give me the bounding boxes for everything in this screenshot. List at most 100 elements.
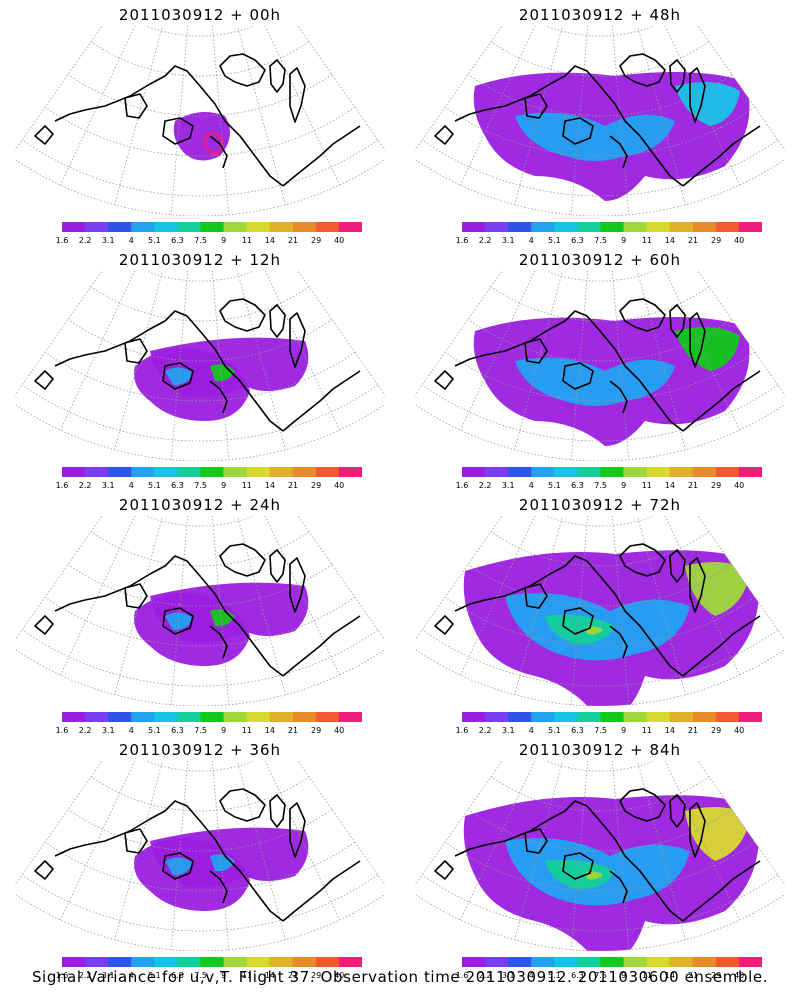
coastline (219, 53, 266, 87)
latitude-line (44, 841, 356, 892)
colorbar-tick-label: 7.5 (194, 971, 207, 980)
coastline (54, 65, 284, 187)
coastline (434, 615, 454, 635)
colorbar-swatch (85, 222, 109, 232)
coastline (209, 380, 228, 414)
colorbar-tick-label: 21 (687, 726, 699, 735)
colorbar-swatch (131, 222, 155, 232)
colorbar-tick-label: 1.6 (455, 971, 469, 980)
colorbar-swatch (485, 957, 509, 967)
colorbar-swatch (292, 957, 317, 967)
longitude-line (237, 26, 286, 205)
coastline (219, 298, 266, 332)
colorbar-tick-label: 9 (221, 726, 227, 735)
colorbar-tick-label: 2.2 (478, 726, 492, 735)
coastline (289, 557, 306, 613)
colorbar-tick-label: 9 (221, 481, 227, 490)
coastline (34, 615, 54, 635)
latitude-line (545, 271, 655, 282)
colorbar-tick-label: 29 (711, 236, 722, 245)
latitude-line (145, 26, 255, 37)
colorbar-swatch (485, 222, 509, 232)
colorbar-swatch (315, 222, 340, 232)
colorbar-swatch (246, 957, 271, 967)
colorbar-tick-label: 1.6 (55, 236, 69, 245)
colorbar-swatch (246, 712, 271, 722)
colorbar-tick-label: 29 (311, 236, 322, 245)
longitude-line (611, 761, 630, 950)
latitude-line (145, 271, 255, 282)
coastline (124, 583, 148, 609)
colorbar-tick-label: 9 (621, 971, 627, 980)
coastline (434, 125, 454, 145)
coastline (454, 310, 684, 432)
colorbar-swatch (131, 957, 155, 967)
colorbar-swatch (508, 222, 532, 232)
coastline (124, 828, 148, 854)
longitude-line (264, 761, 340, 921)
colorbar-swatch (269, 222, 294, 232)
coastline (34, 370, 54, 390)
colorbar-tick-label: 7.5 (594, 236, 607, 245)
coastline (454, 555, 684, 677)
colorbar-swatch (531, 957, 555, 967)
colorbar-tick-label: 6.3 (571, 971, 584, 980)
colorbar-swatch (577, 712, 601, 722)
colorbar-tick-label: 21 (287, 726, 299, 735)
colorbar-swatch (131, 712, 155, 722)
colorbar-swatch (485, 712, 509, 722)
variance-contour (515, 357, 675, 406)
longitude-line (664, 271, 740, 431)
colorbar-swatch (85, 712, 109, 722)
latitude-line (467, 319, 733, 362)
latitude-line (545, 516, 655, 527)
colorbar-swatch (669, 957, 694, 967)
colorbar-labels: 1.6 2.2 3.1 4 5.1 6.3 7.5 9 11 14 21 29 40 (55, 236, 367, 246)
longitude-line (211, 516, 230, 705)
colorbar-swatch (62, 467, 86, 477)
colorbar-swatch (508, 712, 532, 722)
panel-title: 2011030912 + 60h (518, 251, 682, 269)
coastline (269, 304, 286, 338)
coastline (54, 555, 284, 677)
colorbar-swatch (554, 712, 578, 722)
colorbar-swatch (246, 222, 271, 232)
colorbar-swatch (315, 712, 340, 722)
colorbar-swatch (462, 957, 486, 967)
polar-map (415, 26, 785, 216)
longitude-line (697, 26, 785, 151)
forecast-panel: 2011030912 + 72h 1.6 2.2 3.1 4 5.1 6.3 7.5 9 11 14… (400, 490, 800, 735)
colorbar-swatch (623, 957, 648, 967)
latitude-line (21, 629, 379, 687)
coastline (269, 549, 286, 583)
colorbar-swatch (508, 957, 532, 967)
latitude-line (67, 809, 333, 852)
coastline (689, 557, 706, 613)
colorbar-tick-label: 2.2 (478, 971, 492, 980)
colorbar-swatch (646, 712, 671, 722)
coastline (609, 380, 628, 414)
longitude-line (637, 516, 686, 695)
forecast-panel: 2011030912 + 12h 1.6 2.2 3.1 4 5.1 6.3 7.5 9 11 14… (0, 245, 400, 490)
colorbar-swatch (531, 467, 555, 477)
colorbar (462, 467, 762, 477)
latitude-line (90, 531, 310, 567)
variance-contour (515, 112, 675, 161)
latitude-line (444, 841, 756, 892)
longitude-line (170, 271, 189, 460)
polar-map (415, 516, 785, 706)
colorbar-swatch (177, 712, 201, 722)
colorbar-swatch (738, 957, 762, 967)
longitude-line (60, 26, 136, 186)
variance-contour (165, 612, 193, 631)
longitude-line (611, 271, 630, 460)
coastline (162, 852, 194, 880)
variance-contour (675, 327, 740, 371)
longitude-line (211, 271, 230, 460)
colorbar-swatch (669, 467, 694, 477)
longitude-line (297, 761, 385, 886)
coastline (434, 860, 454, 880)
coastline (619, 788, 666, 822)
longitude-line (697, 516, 785, 641)
longitude-line (697, 271, 785, 396)
